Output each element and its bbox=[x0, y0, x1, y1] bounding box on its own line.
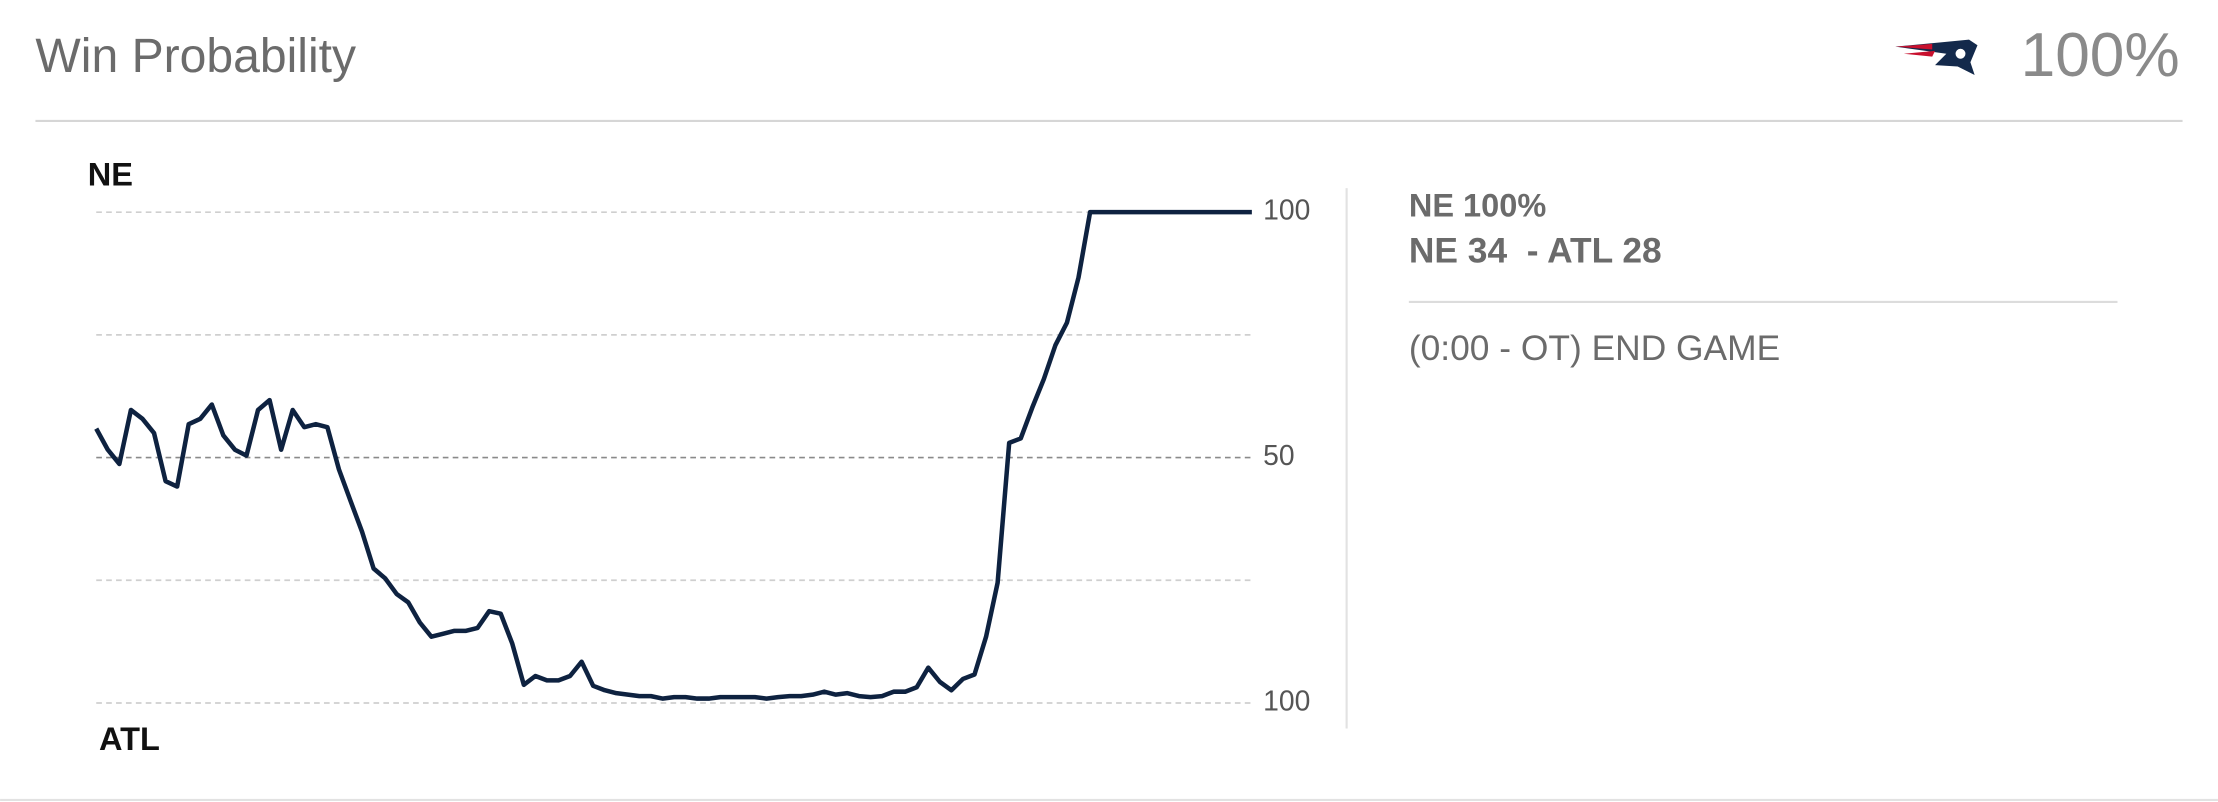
header-probability: 100% bbox=[2021, 21, 2180, 90]
win-probability-line bbox=[94, 209, 1252, 701]
detail-score: NE 34 - ATL 28 bbox=[1409, 232, 1662, 271]
plot: 100 50 100 bbox=[94, 194, 1310, 716]
y-tick-label: 50 bbox=[1263, 439, 1294, 471]
header-title: Win Probability bbox=[35, 29, 356, 83]
y-tick-label: 100 bbox=[1263, 194, 1310, 226]
team-logo bbox=[1895, 39, 1978, 75]
y-tick-label: 100 bbox=[1263, 684, 1310, 716]
detail-play: (0:00 - OT) END GAME bbox=[1409, 329, 1780, 368]
bottom-team-label: ATL bbox=[99, 721, 160, 757]
top-team-label: NE bbox=[88, 156, 133, 192]
detail-probability: NE 100% bbox=[1409, 188, 1546, 224]
